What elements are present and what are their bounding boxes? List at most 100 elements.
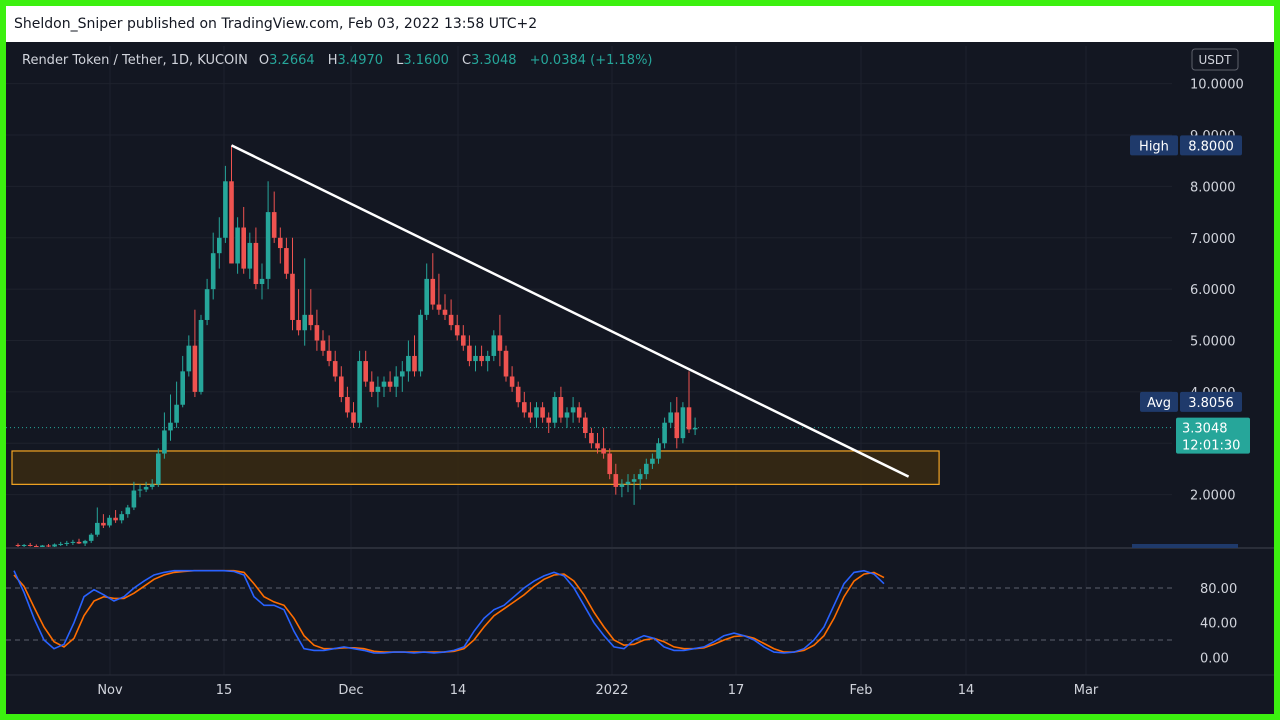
candle-body: [583, 417, 588, 433]
avg-value-tag-label: 3.8056: [1188, 396, 1234, 411]
candle-body: [674, 412, 680, 439]
candle-body: [400, 371, 405, 377]
time-tick: 2022: [595, 683, 628, 698]
candle-body: [491, 335, 497, 356]
symbol-label: Render Token / Tether, 1D, KUCOIN: [22, 53, 248, 68]
candle-body: [223, 181, 228, 238]
high-value-tag-label: 8.8000: [1188, 139, 1234, 154]
candle-body: [101, 522, 106, 526]
candle-body: [570, 407, 576, 413]
candle-body: [509, 376, 515, 387]
candle-body: [357, 361, 362, 423]
price-tick: 2.0000: [1190, 489, 1236, 504]
candle-body: [418, 314, 423, 372]
candle-body: [534, 407, 539, 418]
candle-body: [308, 314, 314, 326]
candle-body: [21, 544, 27, 546]
candle-body: [656, 443, 661, 459]
candle-body: [143, 486, 149, 490]
candle-body: [631, 479, 637, 482]
candle-body: [528, 412, 533, 418]
low-value: 3.1600: [403, 53, 449, 68]
support-zone[interactable]: [11, 450, 940, 485]
trendline[interactable]: [230, 144, 910, 478]
candle-body: [125, 507, 131, 515]
candle-body: [198, 319, 204, 392]
candle-body: [515, 386, 521, 403]
candle-body: [168, 422, 173, 431]
candle-body: [595, 443, 600, 449]
chart-canvas[interactable]: 2.00003.00004.00005.00006.00007.00008.00…: [6, 6, 1274, 714]
time-tick: Feb: [849, 683, 872, 698]
candle-body: [113, 517, 118, 521]
publish-bar: Sheldon_Sniper published on TradingView.…: [6, 6, 1274, 42]
candle-body: [650, 458, 655, 464]
time-axis[interactable]: Nov 15 Dec 14 2022 17 Feb 14 Mar: [97, 683, 1099, 698]
candle-body: [58, 543, 63, 545]
candle-body: [467, 345, 472, 362]
candle-body: [82, 540, 88, 544]
candle-body: [107, 517, 112, 526]
candle-body: [247, 242, 253, 269]
high-value-tag: [1180, 135, 1242, 156]
candle-body: [363, 361, 368, 382]
candle-body: [15, 544, 21, 546]
candle-body: [479, 355, 484, 362]
candle-body: [339, 376, 344, 398]
candle-body: [522, 402, 527, 413]
chart-frame: Sheldon_Sniper published on TradingView.…: [6, 6, 1274, 714]
candle-body: [576, 407, 582, 418]
candle-body: [302, 314, 307, 331]
currency-badge[interactable]: [1191, 48, 1239, 71]
candle-body: [149, 484, 155, 487]
candle-body: [442, 309, 448, 315]
candle-body: [497, 335, 503, 351]
candle-body: [473, 355, 478, 362]
candle-body: [265, 212, 271, 279]
last-price-tag: [1176, 417, 1250, 454]
price-tick: 7.0000: [1190, 232, 1236, 247]
candle-body: [217, 237, 222, 254]
candle-body: [34, 546, 39, 548]
candle-body: [387, 381, 393, 387]
time-tick: Mar: [1074, 683, 1099, 698]
header-legend: Render Token / Tether, 1D, KUCOIN O3.266…: [22, 49, 653, 68]
candle-body: [52, 544, 57, 547]
candle-body: [119, 514, 124, 521]
high-tag-label: High: [1139, 139, 1169, 154]
candle-body: [88, 534, 94, 541]
candle-body: [314, 325, 320, 341]
price-tick: 5.0000: [1190, 335, 1236, 350]
open-label: O: [259, 53, 269, 68]
open-value: 3.2664: [269, 53, 315, 68]
time-tick: Dec: [338, 683, 363, 698]
candle-body: [241, 227, 246, 269]
candle-body: [296, 319, 301, 331]
candle-body: [412, 355, 417, 372]
candle-body: [137, 489, 143, 491]
price-axis[interactable]: [1172, 46, 1274, 546]
avg-tag: [1140, 391, 1178, 412]
candle-body: [424, 278, 429, 315]
high-label: H: [328, 53, 338, 68]
price-tick: 8.0000: [1190, 180, 1236, 195]
candle-body: [278, 237, 283, 249]
last-price-label: 3.3048: [1182, 422, 1228, 437]
candle-body: [564, 412, 570, 418]
candle-body: [326, 350, 332, 362]
candle-body: [558, 397, 564, 418]
candle-body: [351, 412, 356, 423]
candle-body: [393, 376, 399, 387]
pane-scroll-handle[interactable]: [1132, 544, 1238, 548]
stoch-tick: 40.00: [1200, 617, 1237, 632]
candle-body: [180, 371, 185, 405]
candle-body: [546, 417, 551, 423]
candle-body: [461, 335, 466, 346]
candle-body: [156, 453, 161, 485]
candle-body: [619, 484, 625, 487]
candle-body: [192, 345, 198, 392]
time-tick: 14: [958, 683, 975, 698]
time-tick: 15: [216, 683, 233, 698]
stoch-k-line: [13, 569, 885, 654]
candle-body: [235, 227, 240, 264]
